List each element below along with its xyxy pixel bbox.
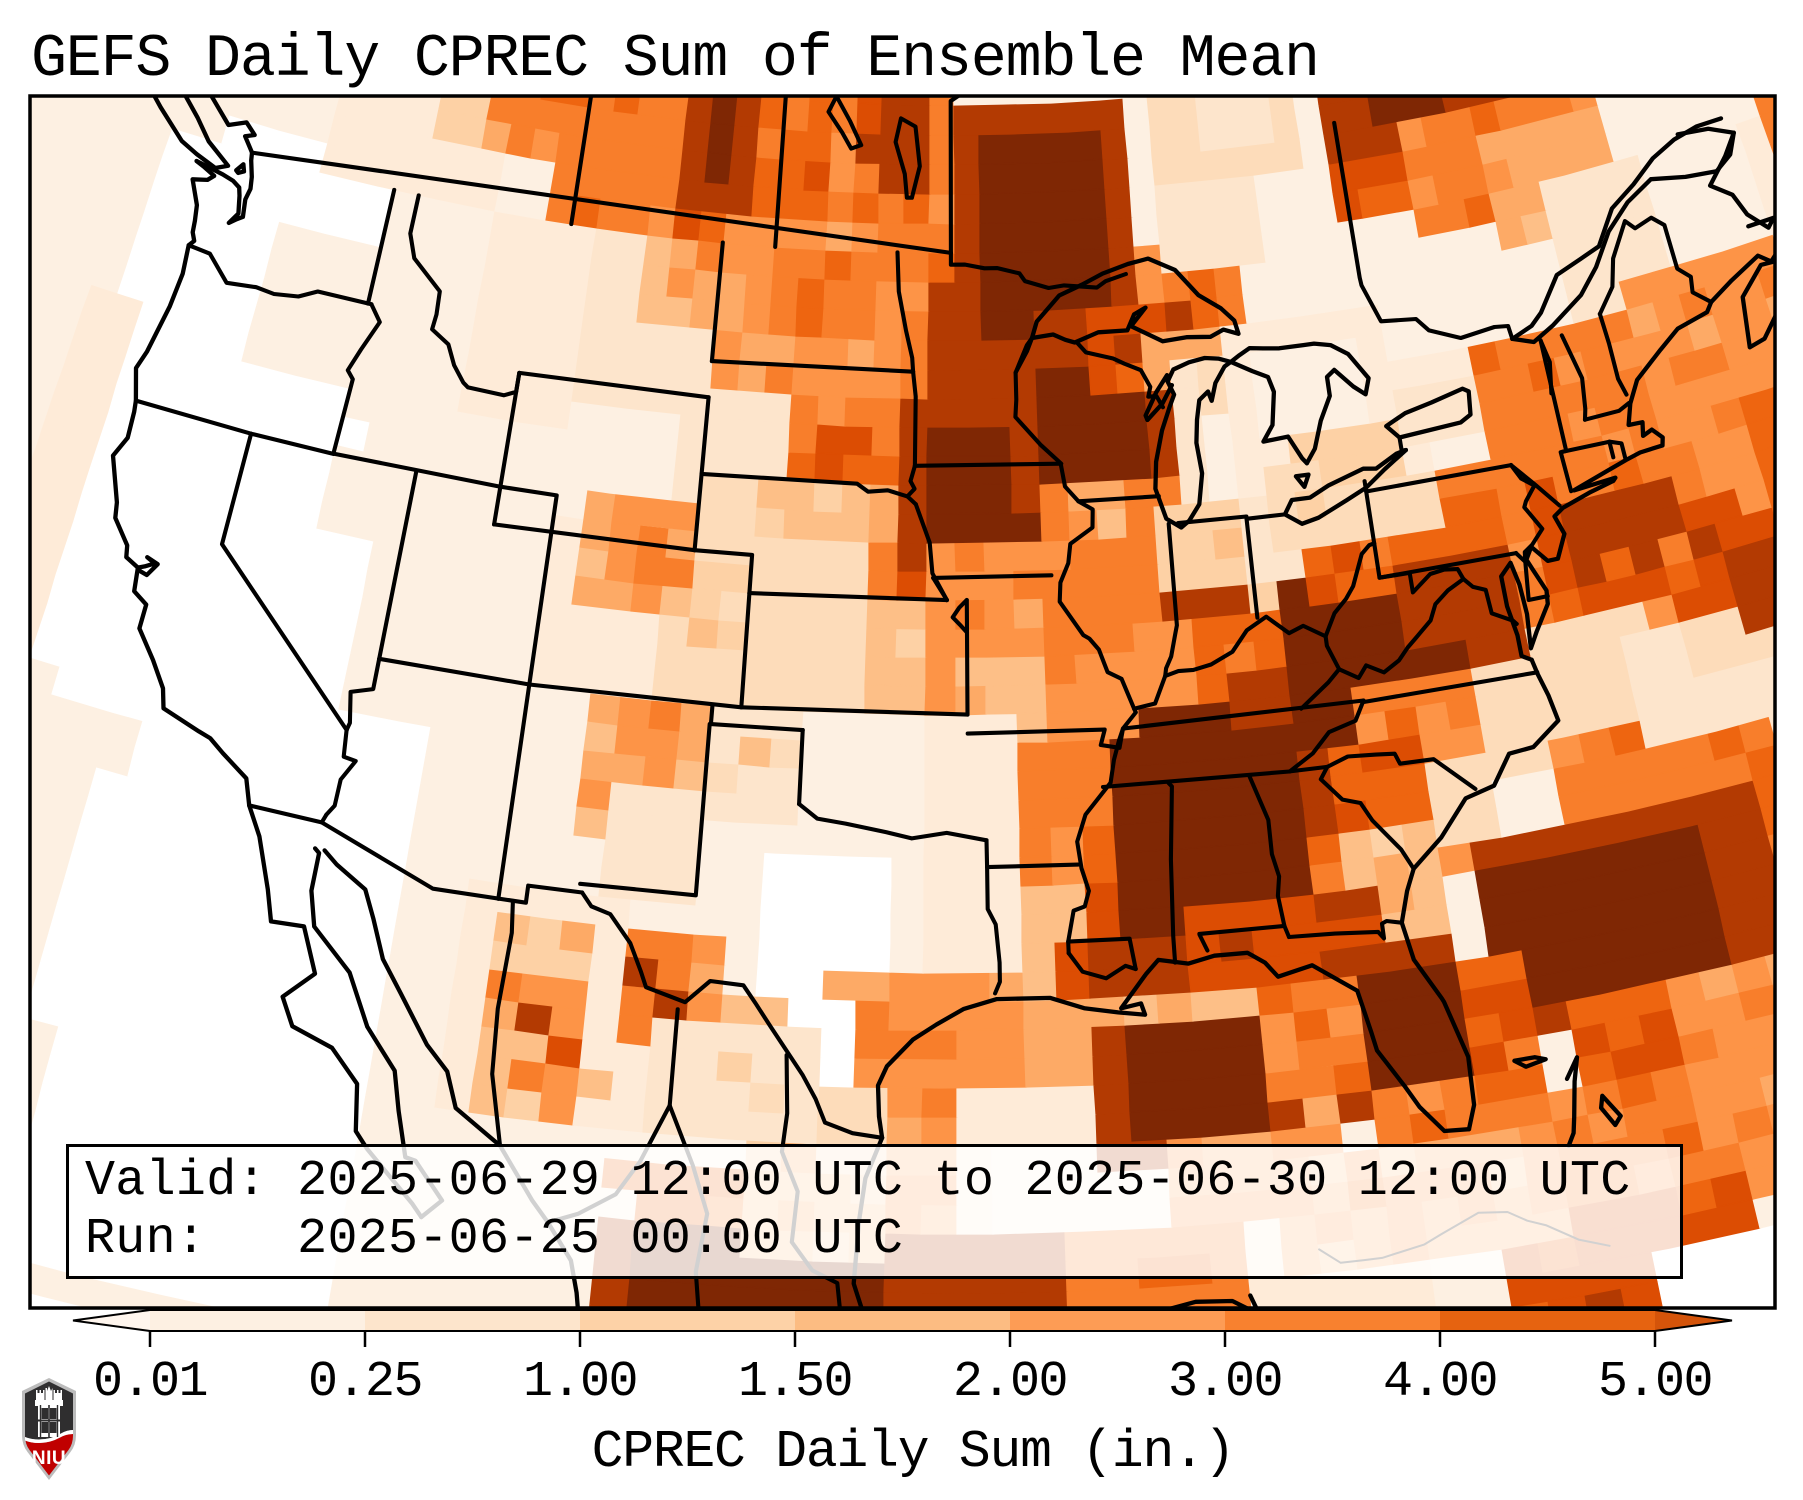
svg-text:NIU: NIU <box>32 1448 66 1469</box>
